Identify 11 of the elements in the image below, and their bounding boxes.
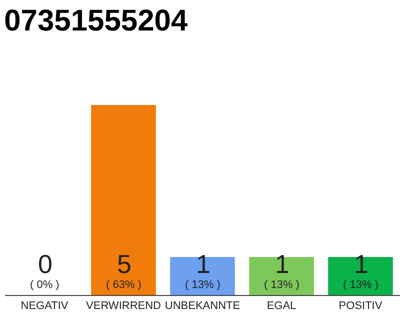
x-tick-label: NEGATIV <box>20 300 69 312</box>
x-tick-label: UNBEKANNTE <box>164 300 240 312</box>
x-tick-label: POSITIV <box>338 300 383 312</box>
chart-title: 07351555204 <box>4 4 188 38</box>
data-label: 5 ( 63% ) <box>106 249 142 291</box>
data-label: 1 ( 13% ) <box>185 249 220 291</box>
x-tick-label: EGAL <box>266 300 296 312</box>
data-label: 1 ( 13% ) <box>264 249 300 291</box>
data-label: 1 ( 13% ) <box>343 249 378 291</box>
data-label: 0 ( 0% ) <box>30 249 60 291</box>
x-tick-label: VERWIRREND <box>86 300 162 312</box>
